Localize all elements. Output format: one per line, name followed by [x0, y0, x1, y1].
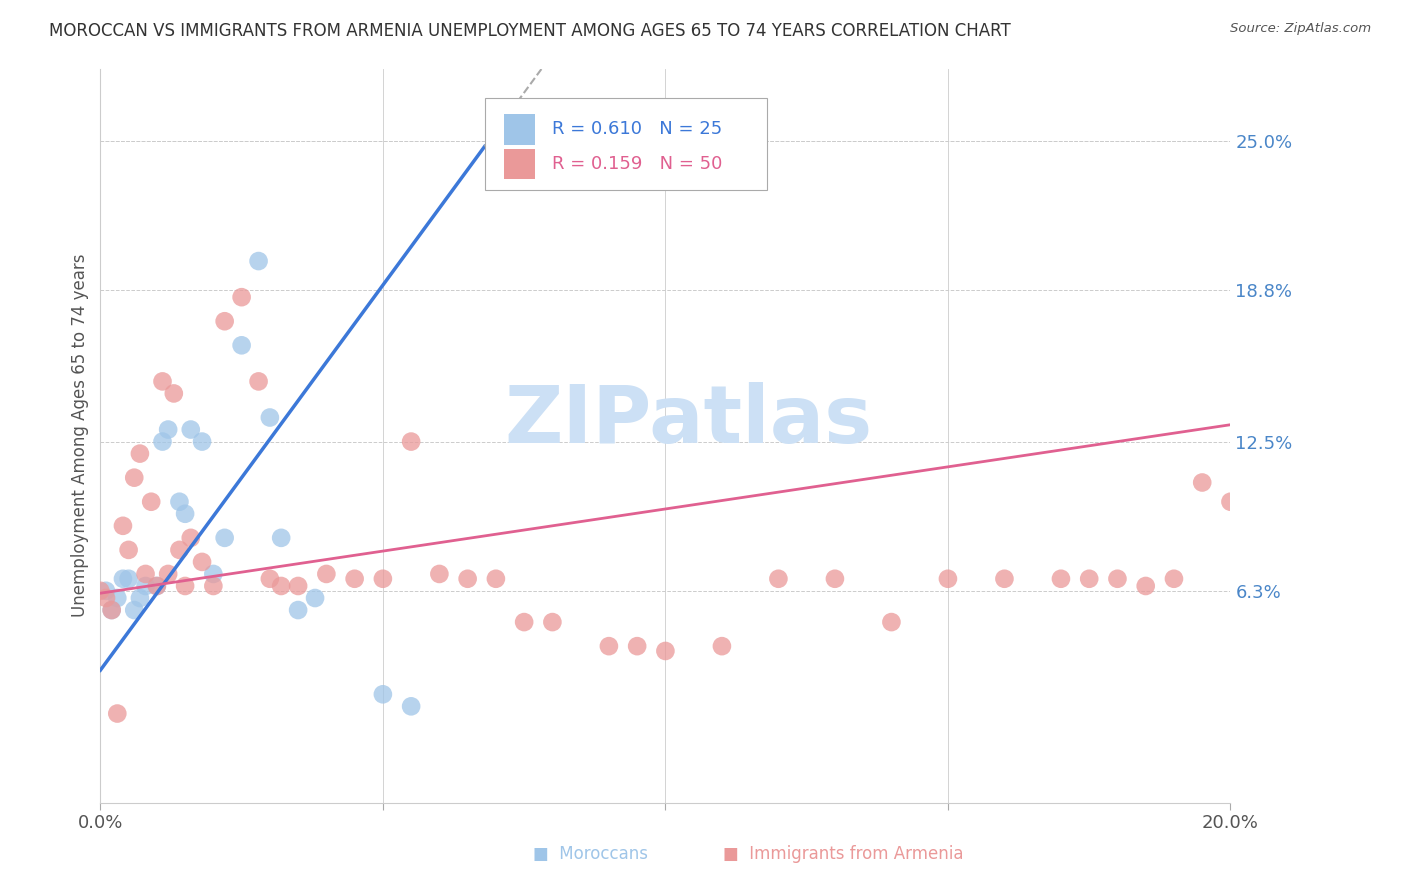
Point: [287, 579, 309, 593]
Point: [880, 615, 903, 629]
Point: [94, 591, 117, 605]
Point: [1078, 572, 1101, 586]
Point: [710, 639, 733, 653]
Point: [146, 579, 169, 593]
Text: ■  Moroccans: ■ Moroccans: [533, 846, 648, 863]
Point: [1163, 572, 1185, 586]
Point: [541, 615, 564, 629]
Point: [122, 471, 145, 485]
Point: [202, 566, 225, 581]
Point: [259, 572, 281, 586]
Point: [169, 542, 191, 557]
Point: [202, 579, 225, 593]
Point: [287, 603, 309, 617]
Point: [129, 447, 152, 461]
Point: [513, 615, 536, 629]
Point: [111, 572, 134, 586]
FancyBboxPatch shape: [503, 149, 536, 179]
Point: [457, 572, 479, 586]
Point: [1191, 475, 1213, 490]
Point: [371, 572, 394, 586]
Point: [152, 375, 174, 389]
Point: [157, 566, 180, 581]
FancyBboxPatch shape: [485, 98, 768, 190]
Text: ZIPatlas: ZIPatlas: [503, 382, 872, 460]
Point: [768, 572, 790, 586]
Text: R = 0.159   N = 50: R = 0.159 N = 50: [553, 155, 723, 173]
Point: [135, 579, 157, 593]
Point: [129, 591, 152, 605]
Point: [117, 572, 139, 586]
Point: [429, 566, 451, 581]
Point: [371, 687, 394, 701]
Point: [304, 591, 326, 605]
Point: [231, 290, 253, 304]
Point: [180, 531, 202, 545]
Text: R = 0.610   N = 25: R = 0.610 N = 25: [553, 120, 723, 138]
Text: ■  Immigrants from Armenia: ■ Immigrants from Armenia: [723, 846, 965, 863]
Point: [247, 254, 270, 268]
Point: [936, 572, 959, 586]
Point: [105, 706, 128, 721]
Point: [174, 579, 197, 593]
Point: [399, 434, 422, 449]
Point: [111, 518, 134, 533]
Point: [399, 699, 422, 714]
Point: [1135, 579, 1157, 593]
Point: [117, 542, 139, 557]
Point: [315, 566, 337, 581]
Point: [1219, 494, 1241, 508]
Point: [100, 603, 122, 617]
Point: [214, 314, 236, 328]
Point: [89, 583, 111, 598]
Point: [122, 603, 145, 617]
Point: [598, 639, 620, 653]
Point: [141, 494, 163, 508]
Point: [626, 639, 648, 653]
Point: [259, 410, 281, 425]
Point: [1050, 572, 1073, 586]
Point: [654, 644, 676, 658]
Point: [146, 579, 169, 593]
Point: [180, 423, 202, 437]
Text: MOROCCAN VS IMMIGRANTS FROM ARMENIA UNEMPLOYMENT AMONG AGES 65 TO 74 YEARS CORRE: MOROCCAN VS IMMIGRANTS FROM ARMENIA UNEM…: [49, 22, 1011, 40]
Point: [343, 572, 366, 586]
Point: [191, 434, 214, 449]
Point: [135, 566, 157, 581]
Point: [169, 494, 191, 508]
Text: Source: ZipAtlas.com: Source: ZipAtlas.com: [1230, 22, 1371, 36]
Point: [1107, 572, 1129, 586]
Point: [247, 375, 270, 389]
Point: [270, 531, 292, 545]
Point: [157, 423, 180, 437]
Point: [993, 572, 1015, 586]
Point: [270, 579, 292, 593]
FancyBboxPatch shape: [503, 114, 536, 145]
Point: [152, 434, 174, 449]
Point: [191, 555, 214, 569]
Point: [824, 572, 846, 586]
Y-axis label: Unemployment Among Ages 65 to 74 years: Unemployment Among Ages 65 to 74 years: [72, 254, 89, 617]
Point: [485, 572, 508, 586]
Point: [214, 531, 236, 545]
Point: [100, 603, 122, 617]
Point: [105, 591, 128, 605]
Point: [94, 583, 117, 598]
Point: [163, 386, 186, 401]
Point: [174, 507, 197, 521]
Point: [231, 338, 253, 352]
